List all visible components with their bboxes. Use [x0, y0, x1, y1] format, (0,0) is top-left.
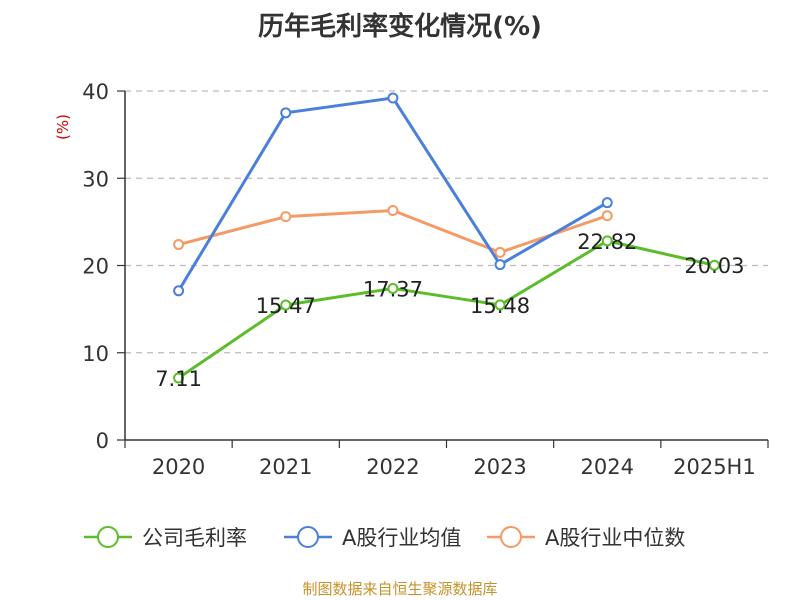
legend-label: 公司毛利率: [142, 526, 247, 550]
x-tick-label: 2020: [152, 455, 205, 479]
data-point: [387, 282, 399, 294]
source-note: 制图数据来自恒生聚源数据库: [302, 580, 498, 598]
series-line: [178, 209, 608, 254]
y-tick-label: 30: [82, 167, 109, 191]
data-label: 15.48: [470, 294, 530, 318]
data-point: [280, 299, 292, 311]
data-point: [708, 259, 720, 271]
data-label: 15.47: [256, 294, 316, 318]
y-tick-label: 40: [82, 80, 109, 104]
legend-label: A股行业中位数: [545, 526, 685, 550]
data-point: [173, 285, 185, 297]
legend-label: A股行业均值: [342, 526, 461, 550]
data-point: [601, 210, 613, 222]
chart-title: 历年毛利率变化情况(%): [258, 12, 542, 42]
data-label: 20.03: [684, 254, 744, 278]
data-point: [280, 211, 292, 223]
data-point: [173, 372, 185, 384]
data-label: 7.11: [155, 367, 202, 391]
series-line: [177, 239, 715, 380]
data-point: [387, 205, 399, 217]
x-tick-label: 2021: [259, 455, 312, 479]
legend-marker: [97, 526, 119, 548]
x-tick-label: 2024: [581, 455, 634, 479]
y-tick-label: 10: [82, 342, 109, 366]
series-line: [177, 96, 609, 292]
x-tick-label: 2023: [473, 455, 526, 479]
y-tick-label: 0: [96, 429, 109, 453]
data-point: [601, 197, 613, 209]
data-point: [494, 246, 506, 258]
legend-marker: [297, 526, 319, 548]
data-point: [494, 299, 506, 311]
y-tick-label: 20: [82, 255, 109, 279]
data-point: [601, 235, 613, 247]
x-tick-label: 2025H1: [673, 455, 756, 479]
data-label: 17.37: [363, 277, 423, 301]
data-point: [387, 92, 399, 104]
data-point: [173, 239, 185, 251]
data-point: [494, 259, 506, 271]
data-label: 22.82: [577, 230, 637, 254]
x-tick-label: 2022: [366, 455, 419, 479]
y-axis-unit: (%): [54, 114, 72, 140]
legend-marker: [500, 526, 522, 548]
data-point: [280, 107, 292, 119]
